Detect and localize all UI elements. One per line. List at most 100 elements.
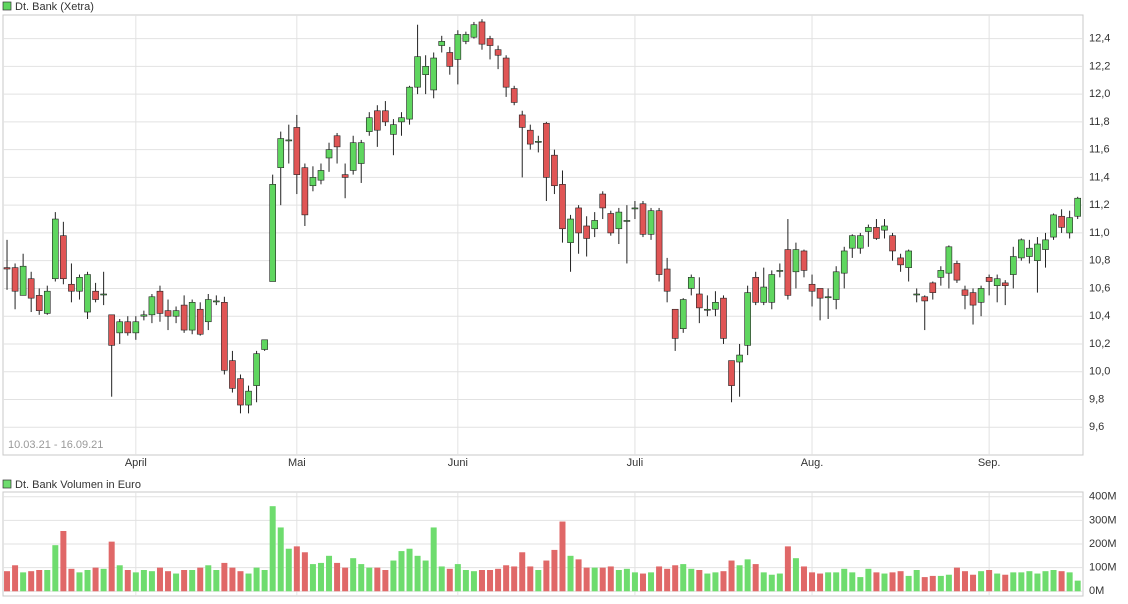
volume-bar — [454, 564, 461, 592]
volume-bar — [108, 541, 115, 592]
volume-bar — [1018, 572, 1025, 592]
candle-body — [438, 41, 446, 46]
y-tick-label: 10,6 — [1089, 282, 1110, 294]
candle-body — [132, 321, 140, 334]
volume-bar — [712, 572, 719, 592]
volume-bar — [1058, 571, 1065, 592]
volume-bar — [390, 560, 397, 592]
candle-body — [382, 110, 389, 123]
volume-bar — [978, 571, 985, 592]
volume-bar — [800, 566, 807, 592]
volume-bar — [1034, 573, 1041, 592]
volume-bar — [929, 575, 936, 592]
candle-body — [784, 249, 792, 296]
candle-body — [237, 378, 244, 406]
volume-bar — [1002, 574, 1009, 592]
candle-body — [430, 57, 437, 91]
candle-body — [961, 289, 969, 296]
volume-bar — [189, 570, 196, 592]
volume-bar — [36, 570, 43, 592]
y-tick-label: 200M — [1089, 538, 1117, 550]
x-tick-label: April — [125, 457, 147, 469]
volume-bar — [704, 573, 711, 592]
volume-bar — [599, 567, 606, 592]
candle-body — [881, 225, 888, 231]
volume-bar — [495, 568, 502, 592]
candle-body — [148, 296, 156, 316]
candle-body — [84, 274, 91, 313]
volume-bar — [132, 572, 139, 592]
y-tick-label: 10,2 — [1089, 338, 1110, 350]
volume-bar — [945, 574, 952, 592]
volume-bar — [309, 564, 316, 592]
candle-body — [349, 142, 357, 171]
candle-body — [1026, 247, 1033, 257]
volume-bar — [462, 570, 469, 592]
y-tick-label: 11,2 — [1089, 199, 1110, 211]
y-tick-label: 0M — [1089, 585, 1104, 597]
volume-bar — [583, 567, 590, 592]
candle-body — [559, 184, 566, 230]
volume-bar — [639, 573, 646, 592]
candle-body — [800, 250, 808, 271]
candle-body — [478, 21, 486, 45]
volume-bar — [245, 573, 252, 592]
candle-body — [575, 207, 582, 234]
volume-bar — [28, 571, 35, 592]
volume-bar — [728, 560, 735, 592]
candle-body — [712, 302, 719, 310]
volume-bar — [961, 571, 968, 592]
volume-bar — [648, 572, 655, 592]
candle-body — [1001, 282, 1009, 286]
volume-bar — [285, 548, 292, 592]
volume-bar — [213, 570, 220, 592]
volume-bar — [953, 567, 960, 592]
candle-body — [679, 299, 687, 329]
volume-bar — [301, 552, 308, 592]
legend-swatch — [2, 479, 12, 489]
volume-bar — [52, 545, 59, 592]
volume-bar — [889, 572, 896, 592]
candle-body — [333, 135, 341, 148]
candle-body — [398, 117, 405, 123]
volume-bar — [937, 575, 944, 592]
volume-bar — [559, 521, 566, 592]
volume-bar — [277, 527, 284, 592]
volume-bar — [921, 577, 928, 592]
volume-bar — [792, 558, 799, 592]
candle-body — [889, 235, 896, 252]
candle-body — [937, 270, 945, 278]
candle-body — [977, 288, 985, 303]
volume-bar — [68, 568, 75, 592]
candle-body — [671, 308, 679, 339]
volume-bar — [422, 560, 429, 592]
candle-body — [687, 277, 695, 289]
candle-body — [261, 339, 268, 350]
candle-body — [269, 184, 276, 282]
volume-bar — [551, 549, 558, 592]
candle-body — [535, 141, 542, 143]
volume-bar — [92, 567, 99, 592]
volume-bar — [527, 566, 534, 592]
volume-bar — [165, 571, 172, 592]
volume-bar — [334, 562, 341, 592]
volume-bar — [503, 565, 510, 592]
candle-body — [309, 177, 317, 187]
candle-body — [213, 300, 220, 303]
volume-bar — [261, 570, 268, 592]
volume-bar — [1026, 571, 1033, 592]
candle-body — [808, 283, 816, 292]
candle-body — [663, 268, 671, 292]
y-tick-label: 11,8 — [1089, 116, 1110, 128]
candle-body — [277, 138, 285, 168]
volume-bar — [4, 571, 11, 592]
volume-bar — [76, 572, 83, 592]
candle-body — [180, 304, 188, 331]
y-tick-label: 11,6 — [1089, 144, 1110, 156]
candle-body — [470, 24, 478, 38]
candle-body — [631, 207, 639, 210]
candle-body — [124, 321, 132, 334]
candle-body — [68, 283, 75, 292]
volume-bar — [760, 572, 767, 592]
